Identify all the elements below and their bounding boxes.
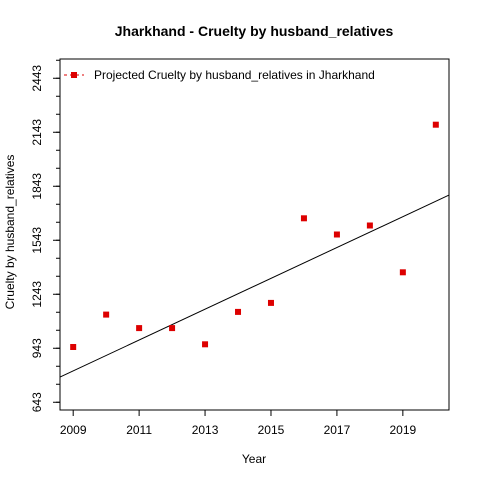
trend-line	[59, 194, 450, 378]
x-axis-label: Year	[242, 452, 266, 466]
data-point	[366, 222, 373, 229]
y-tick-label: 1543	[30, 227, 44, 254]
legend-marker	[71, 72, 77, 78]
x-tick-label: 2013	[192, 423, 219, 437]
y-tick-label: 1243	[30, 281, 44, 308]
data-point	[432, 121, 439, 128]
y-tick-label: 2143	[30, 119, 44, 146]
x-tick-label: 2009	[60, 423, 87, 437]
x-tick-label: 2015	[258, 423, 285, 437]
data-point	[300, 215, 307, 222]
data-point	[70, 344, 77, 350]
y-tick-label: 1843	[30, 173, 44, 200]
data-point	[333, 231, 340, 238]
data-point	[169, 325, 176, 332]
x-tick-label: 2011	[126, 423, 152, 437]
y-tick-label: 643	[30, 392, 44, 412]
data-point	[267, 299, 274, 306]
x-tick-label: 2017	[324, 423, 351, 437]
plot-frame	[59, 58, 450, 411]
y-axis-label: Cruelty by husband_relatives	[3, 155, 17, 310]
y-tick-label: 943	[30, 338, 44, 358]
legend-label: Projected Cruelty by husband_relatives i…	[94, 68, 375, 82]
data-point	[235, 308, 242, 315]
data-point	[202, 341, 209, 348]
data-point	[103, 311, 110, 318]
x-tick-label: 2019	[389, 423, 416, 437]
data-point	[136, 325, 143, 332]
data-point	[399, 269, 406, 276]
y-tick-label: 2443	[30, 65, 44, 92]
chart-title: Jharkhand - Cruelty by husband_relatives	[115, 23, 394, 39]
